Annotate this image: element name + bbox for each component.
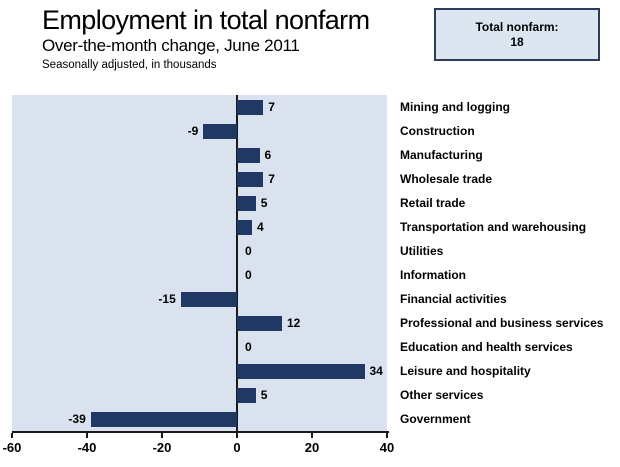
bar-value-label: 34 [369,363,383,378]
chart-subtitle: Over-the-month change, June 2011 [42,36,300,56]
bar-value-label: -9 [187,123,199,138]
bar-value-label: 5 [260,195,268,210]
x-tick-mark [386,433,388,438]
x-tick-label: 40 [379,440,395,455]
bar [237,147,260,163]
x-tick-mark [236,433,238,438]
category-label: Financial activities [400,292,507,306]
bar-value-label: 0 [245,243,252,258]
bar [90,411,237,427]
total-nonfarm-value: 18 [510,34,524,49]
bar [237,387,256,403]
bar [237,99,264,115]
category-label: Wholesale trade [400,172,493,186]
category-label: Government [400,412,471,426]
total-nonfarm-label: Total nonfarm: [475,19,559,34]
bar [237,315,282,331]
chart-note: Seasonally adjusted, in thousands [42,59,217,72]
bar-value-label: 7 [268,171,275,186]
x-tick-label: 20 [304,440,320,455]
chart-header: Employment in total nonfarm Over-the-mon… [42,5,370,72]
bar [237,363,365,379]
bar-value-label: 12 [287,315,301,330]
x-tick-mark [311,433,313,438]
category-label: Manufacturing [400,148,483,162]
bar [237,219,252,235]
x-tick-label: -60 [2,440,22,455]
category-label: Construction [400,124,475,138]
bar-value-label: 0 [245,267,252,282]
category-label: Professional and business services [400,316,604,330]
bar [237,171,264,187]
category-label: Utilities [400,244,444,258]
bar-value-label: 5 [260,387,268,402]
bar [203,123,237,139]
category-label: Mining and logging [400,100,510,114]
x-tick-label: -40 [77,440,97,455]
x-axis-line [12,431,389,433]
bar-value-label: 4 [257,219,264,234]
chart-title: Employment in total nonfarm [42,5,370,35]
x-tick-mark [161,433,163,438]
x-tick-label: 0 [233,440,241,455]
category-label: Education and health services [400,340,573,354]
bar [180,291,237,307]
x-tick-mark [86,433,88,438]
bar-value-label: 0 [245,339,252,354]
bar-value-label: 6 [264,147,272,162]
x-tick-label: -20 [152,440,172,455]
category-label: Information [400,268,466,282]
category-label: Transportation and warehousing [400,220,587,234]
category-label: Retail trade [400,196,466,210]
bar-value-label: 7 [268,99,275,114]
plot-area [12,95,387,431]
bar-value-label: -39 [68,411,86,426]
zero-axis-line [236,95,238,433]
x-tick-mark [11,433,13,438]
total-nonfarm-box: Total nonfarm: 18 [434,8,600,61]
category-label: Other services [400,388,484,402]
bar [237,195,256,211]
category-label: Leisure and hospitality [400,364,531,378]
bar-value-label: -15 [158,291,176,306]
